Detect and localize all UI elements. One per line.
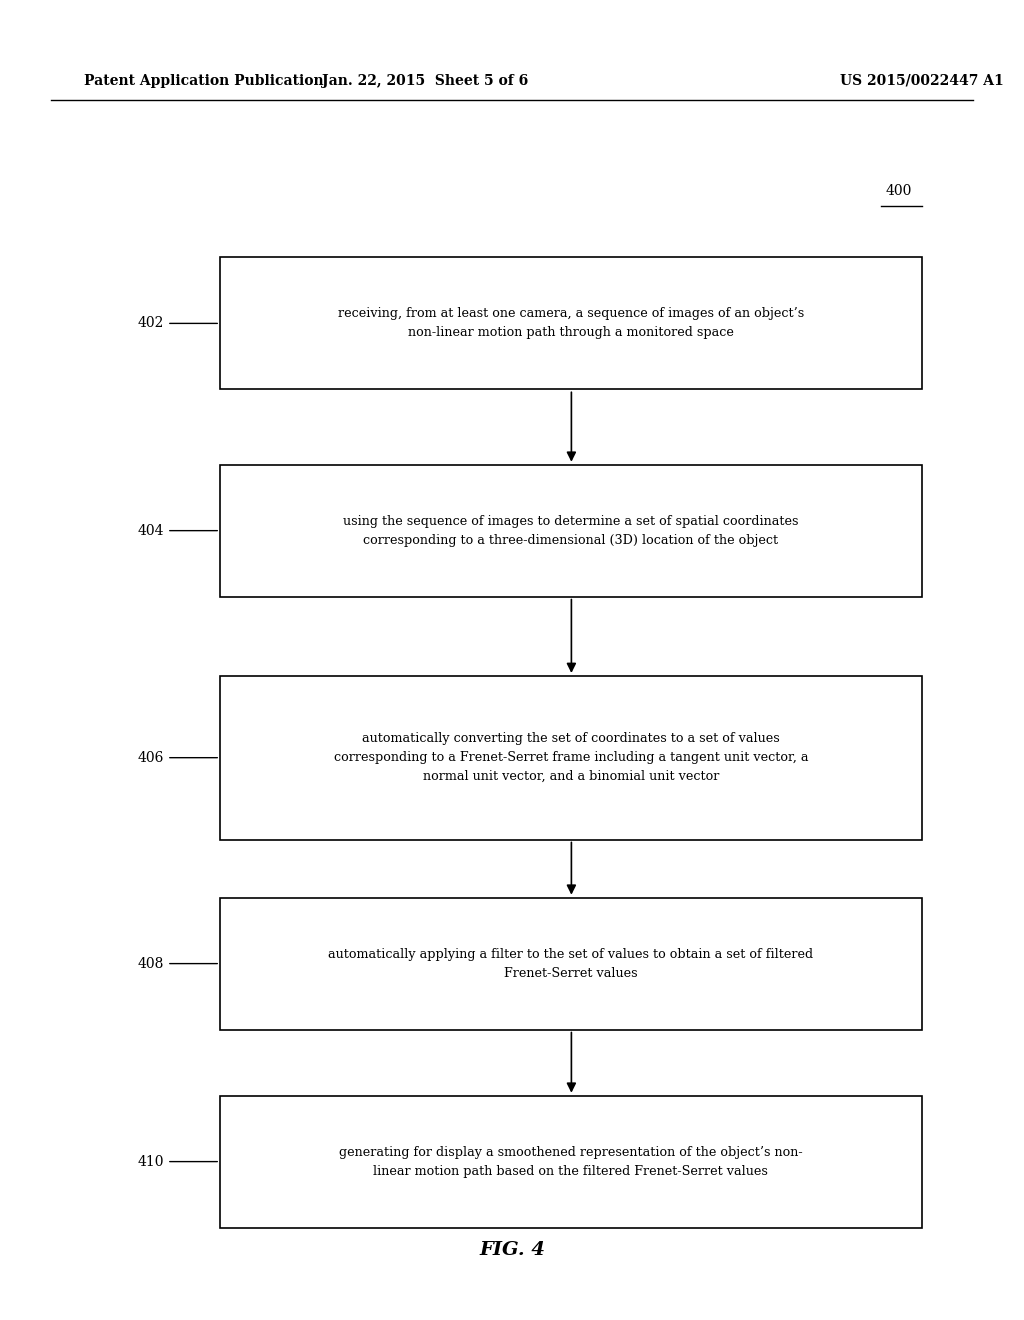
Text: 404: 404 xyxy=(137,524,164,537)
Bar xyxy=(220,676,922,840)
Bar xyxy=(220,1096,922,1228)
Text: Jan. 22, 2015  Sheet 5 of 6: Jan. 22, 2015 Sheet 5 of 6 xyxy=(322,74,528,87)
Text: 400: 400 xyxy=(886,185,912,198)
Text: using the sequence of images to determine a set of spatial coordinates
correspon: using the sequence of images to determin… xyxy=(343,515,799,546)
Bar xyxy=(220,898,922,1030)
Text: 406: 406 xyxy=(137,751,164,764)
Text: 408: 408 xyxy=(137,957,164,970)
Bar xyxy=(220,465,922,597)
Text: Patent Application Publication: Patent Application Publication xyxy=(84,74,324,87)
Text: 410: 410 xyxy=(137,1155,164,1168)
Bar xyxy=(220,257,922,389)
Text: automatically applying a filter to the set of values to obtain a set of filtered: automatically applying a filter to the s… xyxy=(329,948,813,979)
Text: generating for display a smoothened representation of the object’s non-
linear m: generating for display a smoothened repr… xyxy=(339,1146,803,1177)
Text: US 2015/0022447 A1: US 2015/0022447 A1 xyxy=(840,74,1004,87)
Text: 402: 402 xyxy=(137,317,164,330)
Text: automatically converting the set of coordinates to a set of values
corresponding: automatically converting the set of coor… xyxy=(334,733,808,783)
Text: receiving, from at least one camera, a sequence of images of an object’s
non-lin: receiving, from at least one camera, a s… xyxy=(338,308,804,339)
Text: FIG. 4: FIG. 4 xyxy=(479,1241,545,1259)
